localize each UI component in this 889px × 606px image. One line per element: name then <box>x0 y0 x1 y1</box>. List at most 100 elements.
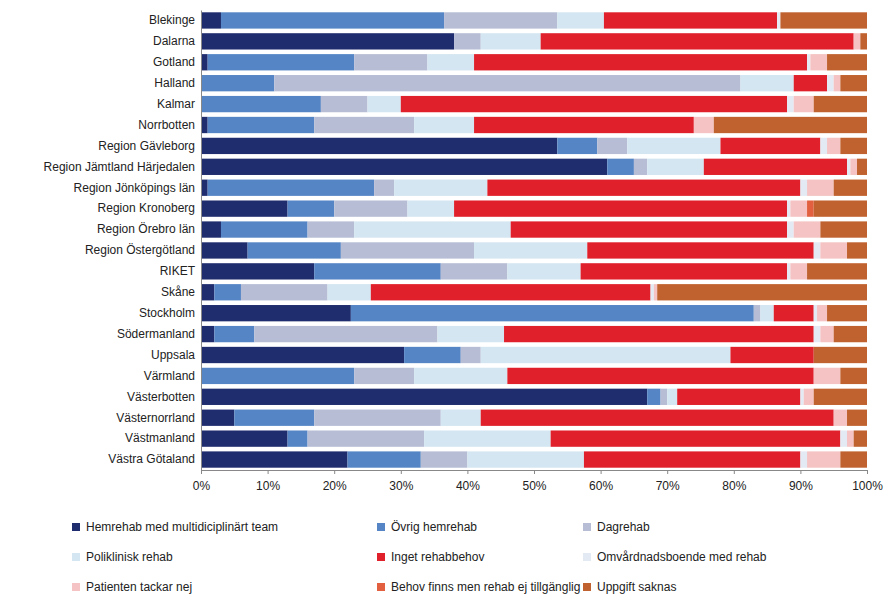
bar-segment <box>780 12 867 28</box>
bar-segment <box>827 75 834 91</box>
x-tick-mark <box>201 470 202 474</box>
bar-segment <box>794 96 814 112</box>
bar-segment <box>201 410 234 426</box>
chart: 0%10%20%30%40%50%60%70%80%90%100%Bleking… <box>0 0 889 606</box>
bar-segment <box>847 430 854 446</box>
bar-segment <box>654 284 657 300</box>
y-tick: Region Örebro län <box>97 222 201 236</box>
bar-segment <box>604 12 777 28</box>
bar-segment <box>201 159 607 175</box>
bar-segment <box>201 263 314 279</box>
bar-segment <box>720 138 820 154</box>
x-tick-mark <box>401 470 402 474</box>
y-tick: Västra Götaland <box>108 452 201 466</box>
bar-segment <box>657 284 867 300</box>
bar-segment <box>474 54 807 70</box>
y-tick: Västernorrland <box>116 411 201 425</box>
y-tick: Gotland <box>153 55 201 69</box>
x-tick-label: 60% <box>589 479 613 493</box>
y-tick-label: Region Örebro län <box>97 222 195 236</box>
bar-segment <box>820 138 827 154</box>
bar-segment <box>587 242 813 258</box>
bar-segment <box>840 368 867 384</box>
bar-segment <box>241 284 328 300</box>
bar-segment <box>627 138 720 154</box>
y-tick: Halland <box>154 76 201 90</box>
bar-segment <box>201 326 214 342</box>
bar-segment <box>308 430 425 446</box>
x-tick: 30% <box>389 470 413 493</box>
bar-segment <box>840 75 867 91</box>
bar-segment <box>647 159 704 175</box>
bar-segment <box>820 242 847 258</box>
bar-segment <box>800 389 803 405</box>
x-tick-label: 40% <box>456 479 480 493</box>
bar-segment <box>647 389 660 405</box>
bar-segment <box>787 263 790 279</box>
bar-segment <box>201 75 274 91</box>
bar-segment <box>760 305 773 321</box>
bar-segment <box>740 75 793 91</box>
bar-segment <box>694 117 714 133</box>
bar-segment <box>850 159 857 175</box>
y-tick: Uppsala <box>151 348 201 362</box>
bar-segment <box>634 159 647 175</box>
bar-segment <box>820 326 833 342</box>
y-tick: Södermanland <box>117 327 201 341</box>
x-tick: 60% <box>589 470 613 493</box>
bar-segment <box>254 326 437 342</box>
bar-segment <box>800 451 807 467</box>
bar-segment <box>840 451 867 467</box>
legend-swatch <box>377 523 385 531</box>
y-tick-label: Uppsala <box>151 348 195 362</box>
bar-segment <box>840 138 867 154</box>
x-tick: 0% <box>193 470 211 493</box>
y-tick-label: Region Gävleborg <box>98 139 195 153</box>
x-tick-label: 10% <box>256 479 280 493</box>
bar-segment <box>807 451 840 467</box>
bar-segment <box>817 305 827 321</box>
bar-segment <box>714 117 867 133</box>
x-tick-mark <box>534 470 535 474</box>
bar-segment <box>840 430 847 446</box>
bar-segment <box>814 242 821 258</box>
y-tick: Region Gävleborg <box>98 139 201 153</box>
x-tick-label: 50% <box>522 479 546 493</box>
legend-swatch <box>583 523 591 531</box>
legend-item: Poliklinisk rehab <box>72 550 173 564</box>
bar-segment <box>834 180 867 196</box>
y-tick-label: Region Östergötland <box>85 243 195 257</box>
x-tick-mark <box>268 470 269 474</box>
bar-segment <box>557 12 604 28</box>
legend-swatch <box>377 583 385 591</box>
bar-segment <box>288 430 308 446</box>
bar-segment <box>461 347 481 363</box>
y-tick-label: Södermanland <box>117 327 195 341</box>
bar-segment <box>208 180 375 196</box>
bar-segment <box>584 451 800 467</box>
bar-segment <box>794 221 821 237</box>
x-tick: 40% <box>456 470 480 493</box>
y-tick: Skåne <box>161 285 201 299</box>
legend-swatch <box>72 523 80 531</box>
bar-segment <box>354 54 427 70</box>
bar-segment <box>201 368 354 384</box>
bar-segment <box>507 263 580 279</box>
y-tick: Stockholm <box>139 306 201 320</box>
bar-segment <box>790 200 807 216</box>
y-tick-label: Stockholm <box>139 306 195 320</box>
legend-swatch <box>377 553 385 561</box>
bar-segment <box>814 389 867 405</box>
legend-item: Uppgift saknas <box>583 580 676 594</box>
bar-segment <box>201 12 221 28</box>
bar-segment <box>371 284 651 300</box>
bar-segment <box>424 430 551 446</box>
y-tick-label: Skåne <box>161 285 195 299</box>
x-tick-mark <box>467 470 468 474</box>
bar-segment <box>481 347 731 363</box>
bar-segment <box>201 242 248 258</box>
bar-segment <box>810 54 827 70</box>
y-tick-label: Västra Götaland <box>108 452 195 466</box>
bar-segment <box>354 368 414 384</box>
plot: 0%10%20%30%40%50%60%70%80%90%100%Bleking… <box>44 11 884 494</box>
